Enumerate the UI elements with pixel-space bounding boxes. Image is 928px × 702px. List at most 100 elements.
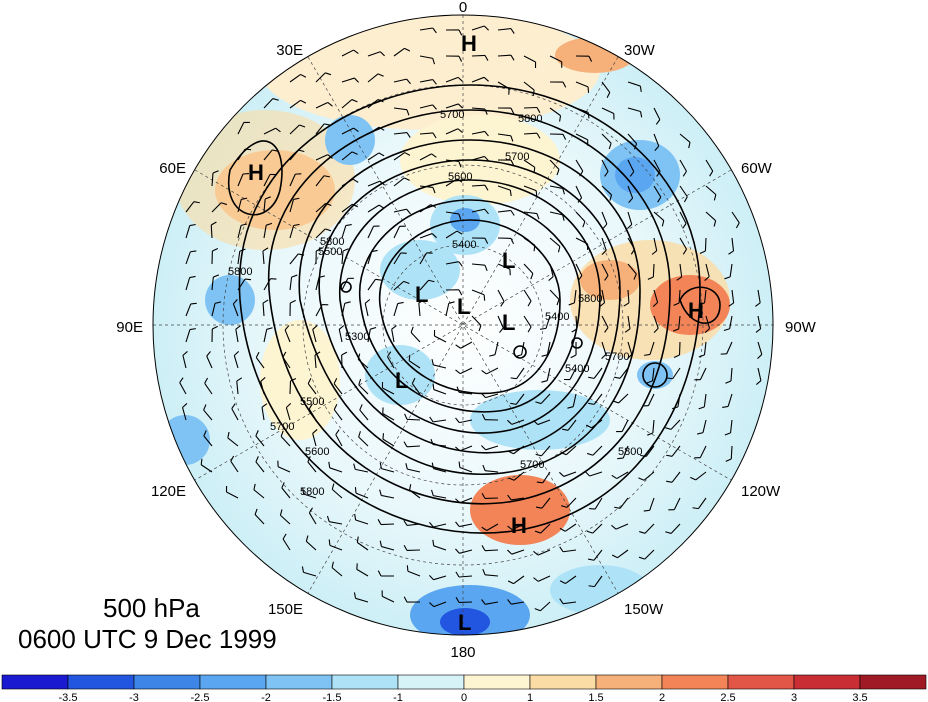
wind-barb-feather — [557, 246, 561, 253]
wind-barb-feather — [345, 223, 352, 227]
wind-barb — [523, 81, 535, 91]
wind-barb — [537, 549, 551, 556]
wind-barb-feather — [404, 47, 411, 52]
wind-barb — [575, 211, 586, 222]
wind-barb — [627, 133, 638, 145]
wind-barb-feather — [377, 570, 382, 577]
wind-barb-feather — [628, 197, 634, 203]
wind-barb — [542, 471, 551, 484]
wind-barb — [563, 471, 577, 477]
wind-barb-feather — [353, 463, 356, 470]
wind-barb-feather — [281, 482, 285, 489]
wind-barb — [289, 199, 294, 213]
wind-barb — [393, 303, 399, 317]
wind-barb-feather — [431, 462, 435, 469]
wind-barb — [601, 263, 609, 276]
wind-barb — [333, 409, 343, 421]
wind-barb-feather — [535, 190, 538, 197]
wind-barb — [262, 302, 265, 317]
wind-barb — [679, 159, 687, 172]
wind-barb-feather — [676, 276, 682, 281]
lon-label-90e: 90E — [116, 319, 143, 336]
valid-time-title: 0600 UTC 9 Dec 1999 — [18, 624, 277, 654]
wind-barb — [179, 382, 187, 395]
pressure-centers: H H H H L L L L L L — [248, 31, 704, 635]
wind-barb-feather — [646, 380, 653, 384]
wind-barb-feather — [325, 202, 332, 207]
wind-barb — [601, 159, 609, 172]
wind-barb — [255, 461, 265, 473]
wind-barb — [411, 383, 421, 395]
wind-barb — [433, 545, 447, 551]
wind-barb — [203, 435, 213, 447]
wind-barb — [263, 174, 271, 187]
wind-barb — [705, 211, 717, 222]
wind-barb — [486, 367, 499, 375]
wind-barb — [387, 356, 395, 369]
wind-barb — [679, 211, 687, 224]
wind-barb — [653, 107, 661, 120]
wind-barb-feather — [510, 377, 517, 380]
wind-barb-feather — [559, 546, 564, 553]
wind-barb-feather — [333, 403, 338, 410]
wind-barb-feather — [324, 123, 331, 126]
wind-barb-feather — [353, 49, 359, 55]
wind-barb — [393, 78, 407, 83]
wind-barb-feather — [327, 102, 333, 107]
wind-barb-feather — [203, 404, 207, 411]
wind-barb — [203, 409, 213, 421]
wind-barb — [678, 341, 681, 356]
wind-barb — [523, 185, 537, 192]
wind-barb — [419, 153, 432, 161]
wind-barb — [445, 103, 459, 109]
wind-barb-feather — [418, 299, 425, 304]
colorbar-swatch — [133, 674, 201, 690]
wind-barb-feather — [280, 430, 284, 437]
wind-barb — [564, 523, 577, 532]
wind-barb — [546, 367, 551, 381]
wind-barb — [513, 445, 525, 455]
wind-barb — [705, 159, 714, 172]
wind-barb — [627, 263, 637, 275]
wind-barb-feather — [189, 275, 196, 279]
wind-barb-feather — [629, 171, 635, 177]
wind-barb — [622, 445, 629, 459]
wind-barb-feather — [556, 299, 560, 306]
wind-barb — [237, 225, 242, 239]
high-center: H — [688, 298, 704, 323]
wind-barb-feather — [335, 429, 340, 435]
wind-barb-feather — [587, 86, 590, 93]
wind-barb — [619, 497, 629, 509]
wind-barb — [315, 123, 325, 135]
wind-barb-feather — [535, 401, 542, 405]
wind-barb — [592, 445, 603, 456]
wind-barb-feather — [406, 565, 409, 572]
wind-barb — [237, 122, 245, 135]
wind-barb — [445, 211, 459, 215]
wind-barb-feather — [455, 369, 461, 375]
wind-barb — [757, 289, 761, 303]
wind-barb-feather — [293, 223, 300, 227]
wind-barb — [601, 133, 612, 144]
wind-barb-feather — [536, 107, 541, 114]
wind-barb — [627, 315, 631, 329]
wind-barb-feather — [588, 376, 595, 379]
wind-barb — [523, 289, 532, 302]
wind-barb-feather — [510, 238, 515, 245]
wind-barb — [484, 549, 499, 552]
wind-barb — [315, 175, 325, 187]
wind-barb — [367, 99, 379, 109]
wind-barb — [471, 155, 485, 161]
wind-barb-feather — [623, 302, 630, 307]
wind-barb-feather — [282, 351, 287, 358]
wind-barb-feather — [344, 301, 351, 304]
wind-barb — [314, 354, 317, 369]
wind-barb — [445, 159, 459, 163]
wind-barb-feather — [562, 188, 565, 195]
wind-barb-feather — [654, 145, 660, 151]
wind-barb — [601, 107, 615, 114]
wind-barb — [549, 55, 562, 63]
wind-barb — [627, 159, 635, 172]
wind-barb-feather — [353, 77, 359, 83]
wind-barb-feather — [562, 214, 565, 221]
